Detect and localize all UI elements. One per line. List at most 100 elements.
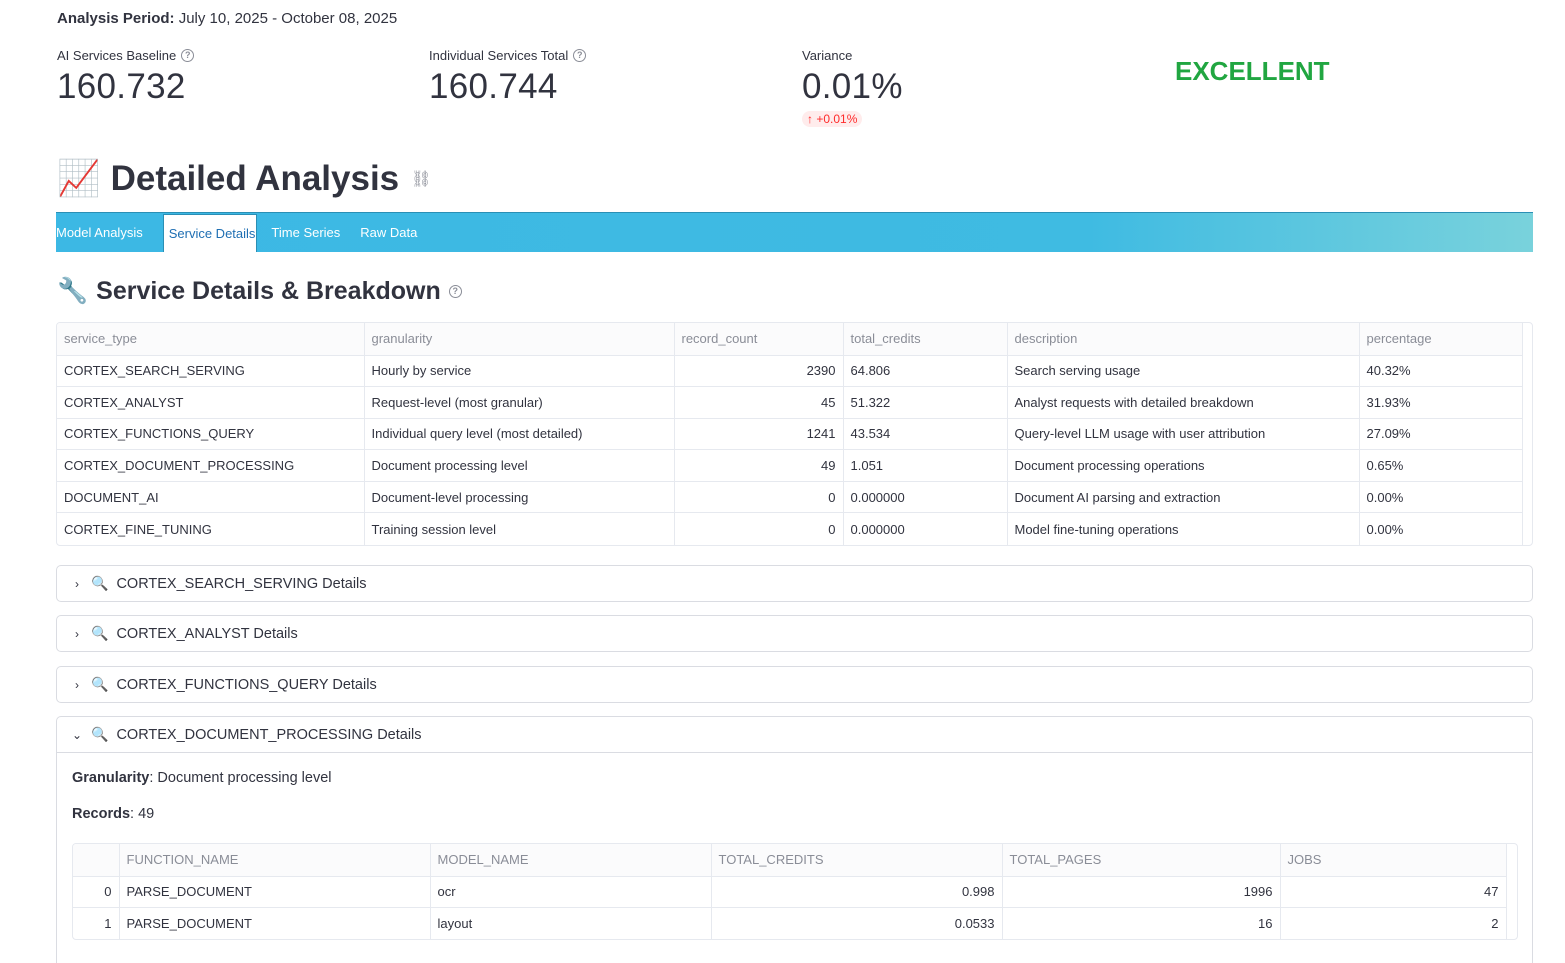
search-icon: 🔍 — [91, 575, 109, 591]
table-cell[interactable]: Individual query level (most detailed) — [364, 418, 675, 451]
table-cell[interactable]: Analyst requests with detailed breakdown — [1007, 386, 1360, 419]
column-header[interactable]: granularity — [364, 323, 675, 356]
table-cell[interactable]: Document-level processing — [364, 481, 675, 514]
column-header[interactable]: TOTAL_CREDITS — [711, 844, 1003, 877]
tab-time-series[interactable]: Time Series — [271, 224, 341, 240]
table-cell[interactable]: PARSE_DOCUMENT — [119, 876, 431, 909]
expander-label: CORTEX_ANALYST Details — [116, 625, 298, 642]
table-cell[interactable]: 0.65% — [1359, 449, 1523, 482]
search-icon: 🔍 — [91, 676, 109, 692]
expander-label: CORTEX_FUNCTIONS_QUERY Details — [116, 676, 377, 693]
row-index[interactable]: 0 — [73, 876, 120, 909]
table-cell[interactable]: 51.322 — [843, 386, 1008, 419]
search-icon: 🔍 — [91, 726, 109, 742]
table-cell[interactable]: CORTEX_SEARCH_SERVING — [57, 355, 365, 388]
expander-label: CORTEX_SEARCH_SERVING Details — [116, 575, 367, 592]
column-header[interactable] — [73, 844, 120, 877]
help-icon[interactable]: ? — [573, 48, 587, 62]
table-cell[interactable]: 0.00% — [1359, 481, 1523, 514]
table-cell[interactable]: 47 — [1280, 876, 1507, 909]
table-cell[interactable]: 1241 — [674, 418, 844, 451]
tab-raw-data[interactable]: Raw Data — [360, 224, 418, 240]
records-value: : 49 — [130, 806, 155, 822]
records-label: Records — [72, 806, 131, 822]
table-cell[interactable]: 27.09% — [1359, 418, 1523, 451]
help-icon[interactable]: ? — [181, 48, 195, 62]
column-header[interactable]: FUNCTION_NAME — [119, 844, 431, 877]
service-details-title: Service Details & Breakdown — [96, 277, 441, 305]
table-cell[interactable]: PARSE_DOCUMENT — [119, 907, 431, 940]
tab-model-analysis[interactable]: Model Analysis — [56, 224, 143, 240]
table-cell[interactable]: 0 — [674, 512, 844, 545]
table-cell[interactable]: 0.0533 — [711, 907, 1003, 940]
metric-label: Variance — [802, 47, 853, 63]
table-cell[interactable]: 31.93% — [1359, 386, 1523, 419]
table-cell[interactable]: 16 — [1002, 907, 1281, 940]
expander-header[interactable]: › 🔍 CORTEX_ANALYST Details — [57, 616, 1532, 651]
table-cell[interactable]: Training session level — [364, 512, 675, 545]
expander-header[interactable]: ⌄ 🔍 CORTEX_DOCUMENT_PROCESSING Details — [57, 717, 1532, 752]
table-cell[interactable]: DOCUMENT_AI — [57, 481, 365, 514]
table-cell[interactable]: CORTEX_ANALYST — [57, 386, 365, 419]
expander-header[interactable]: › 🔍 CORTEX_FUNCTIONS_QUERY Details — [57, 667, 1532, 702]
column-header[interactable]: record_count — [674, 323, 844, 356]
table-cell[interactable]: 43.534 — [843, 418, 1008, 451]
chevron-right-icon: › — [75, 576, 79, 591]
metric-label: Individual Services Total — [429, 47, 569, 63]
column-header[interactable]: total_credits — [843, 323, 1008, 356]
metric-value: 160.744 — [429, 67, 558, 106]
wrench-icon: 🔧 — [57, 277, 89, 305]
anchor-link-icon[interactable]: ⛓ — [411, 170, 432, 188]
table-cell[interactable]: CORTEX_FUNCTIONS_QUERY — [57, 418, 365, 451]
chart-increasing-icon: 📈 — [57, 159, 101, 198]
analysis-tabs: Model Analysis Service Details Time Seri… — [56, 212, 1533, 252]
table-cell[interactable]: 0.000000 — [843, 481, 1008, 514]
table-cell[interactable]: Request-level (most granular) — [364, 386, 675, 419]
column-header[interactable]: percentage — [1359, 323, 1523, 356]
table-cell[interactable]: Search serving usage — [1007, 355, 1360, 388]
table-cell[interactable]: Document processing level — [364, 449, 675, 482]
chevron-down-icon: ⌄ — [71, 727, 83, 742]
tab-service-details[interactable]: Service Details — [162, 213, 258, 252]
column-header[interactable]: description — [1007, 323, 1360, 356]
table-cell[interactable]: 2390 — [674, 355, 844, 388]
table-cell[interactable]: 40.32% — [1359, 355, 1523, 388]
service-breakdown-table[interactable]: service_type granularity record_count to… — [56, 322, 1533, 546]
metric-value: 160.732 — [57, 67, 186, 106]
table-cell[interactable]: 1996 — [1002, 876, 1281, 909]
table-cell[interactable]: CORTEX_FINE_TUNING — [57, 512, 365, 545]
table-row: CORTEX_FUNCTIONS_QUERY Individual query … — [57, 418, 1523, 451]
table-cell[interactable]: Model fine-tuning operations — [1007, 512, 1360, 545]
table-cell[interactable]: Query-level LLM usage with user attribut… — [1007, 418, 1360, 451]
table-cell[interactable]: layout — [430, 907, 712, 940]
column-header[interactable]: JOBS — [1280, 844, 1507, 877]
detailed-analysis-title: Detailed Analysis — [110, 158, 400, 198]
column-header[interactable]: MODEL_NAME — [430, 844, 712, 877]
expander-header[interactable]: › 🔍 CORTEX_SEARCH_SERVING Details — [57, 566, 1532, 601]
table-cell[interactable]: Document AI parsing and extraction — [1007, 481, 1360, 514]
table-cell[interactable]: 64.806 — [843, 355, 1008, 388]
table-cell[interactable]: 0.998 — [711, 876, 1003, 909]
metric-ai-services-baseline: AI Services Baseline ? 160.732 — [57, 46, 195, 107]
help-icon[interactable]: ? — [448, 285, 462, 298]
table-cell[interactable]: 49 — [674, 449, 844, 482]
table-cell[interactable]: 2 — [1280, 907, 1507, 940]
column-header[interactable]: service_type — [57, 323, 365, 356]
table-cell[interactable]: 1.051 — [843, 449, 1008, 482]
document-processing-table[interactable]: FUNCTION_NAME MODEL_NAME TOTAL_CREDITS T… — [72, 843, 1518, 941]
column-header[interactable]: TOTAL_PAGES — [1002, 844, 1281, 877]
table-cell[interactable]: Document processing operations — [1007, 449, 1360, 482]
service-details-heading: 🔧 Service Details & Breakdown ? — [57, 277, 462, 306]
metric-variance: Variance 0.01% ↑ +0.01% — [802, 46, 903, 128]
row-index[interactable]: 1 — [73, 907, 120, 940]
table-cell[interactable]: 0.000000 — [843, 512, 1008, 545]
table-cell[interactable]: CORTEX_DOCUMENT_PROCESSING — [57, 449, 365, 482]
table-cell[interactable]: Hourly by service — [364, 355, 675, 388]
search-icon: 🔍 — [91, 625, 109, 641]
expander-body: Granularity: Document processing level R… — [57, 752, 1532, 859]
table-cell[interactable]: 45 — [674, 386, 844, 419]
table-cell[interactable]: 0.00% — [1359, 512, 1523, 545]
table-cell[interactable]: 0 — [674, 481, 844, 514]
analysis-period-label: Analysis Period: — [57, 10, 175, 27]
table-cell[interactable]: ocr — [430, 876, 712, 909]
